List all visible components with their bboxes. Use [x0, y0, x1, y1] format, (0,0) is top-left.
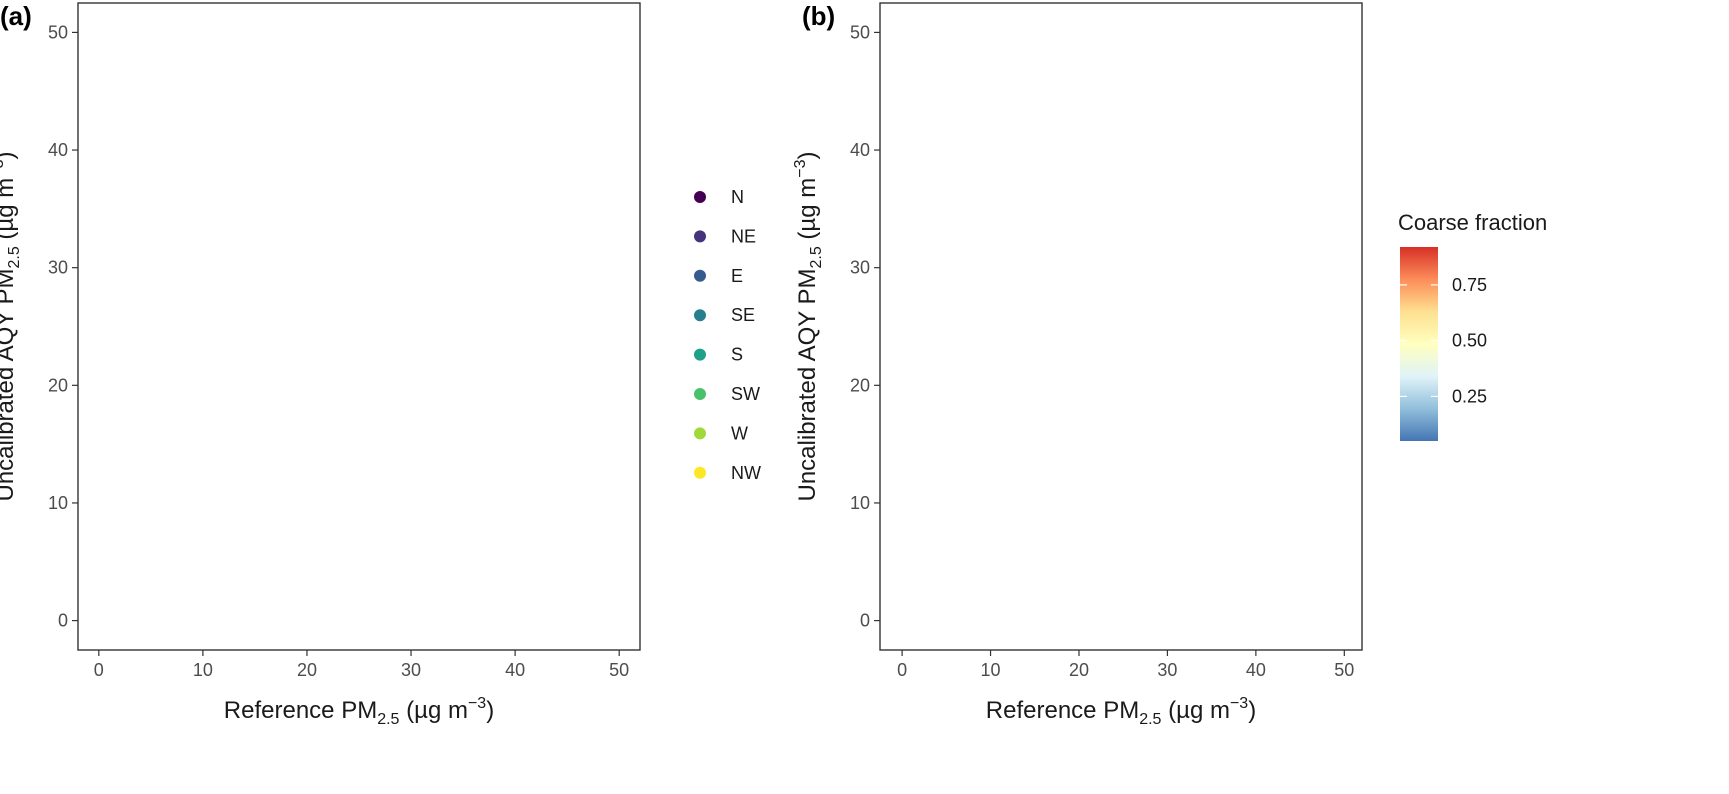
legend-item-w: W — [694, 423, 748, 443]
legend-label: E — [731, 266, 743, 286]
panel-label: (a) — [0, 1, 32, 31]
legend-label: S — [731, 345, 743, 365]
x-axis-title: Reference PM2.5 (µg m−3) — [224, 695, 494, 728]
legend-item-s: S — [694, 345, 743, 365]
x-tick-label: 30 — [401, 660, 421, 680]
coarse-fraction-colorbar: Coarse fraction 0.25 0.50 0.75 — [1398, 210, 1547, 441]
legend-swatch — [694, 269, 706, 282]
legend-swatch — [694, 230, 706, 243]
y-tick-label: 30 — [850, 258, 870, 278]
x-tick-label: 50 — [609, 660, 629, 680]
panel-border — [77, 2, 641, 651]
x-tick-label: 10 — [193, 660, 213, 680]
legend-label: W — [731, 423, 748, 443]
x-tick-label: 0 — [897, 660, 907, 680]
y-axis-title: Uncalibrated AQY PM2.5 (µg m−3) — [792, 151, 825, 501]
x-tick-label: 40 — [505, 660, 525, 680]
y-tick-label: 10 — [48, 493, 68, 513]
y-tick-label: 0 — [860, 611, 870, 631]
legend-label: N — [731, 187, 744, 207]
legend-swatch — [694, 348, 706, 361]
legend-item-ne: NE — [694, 226, 756, 246]
y-tick-label: 30 — [48, 258, 68, 278]
panel-border — [879, 2, 1363, 651]
legend-swatch — [694, 427, 706, 440]
legend-label: SW — [731, 384, 760, 404]
legend-item-se: SE — [694, 305, 755, 325]
x-tick-label: 50 — [1334, 660, 1354, 680]
y-axis: 0 10 20 30 40 50 — [48, 22, 78, 631]
x-tick-label: 0 — [94, 660, 104, 680]
x-axis: 0 10 20 30 40 50 — [897, 650, 1354, 680]
y-tick-label: 40 — [48, 140, 68, 160]
colorbar-tick-label: 0.25 — [1452, 386, 1487, 406]
y-tick-label: 50 — [850, 22, 870, 42]
y-tick-label: 10 — [850, 493, 870, 513]
y-tick-label: 20 — [48, 375, 68, 395]
colorbar-title: Coarse fraction — [1398, 210, 1547, 235]
y-tick-label: 40 — [850, 140, 870, 160]
panel-b: 0 10 20 30 40 50 0 10 20 30 40 50 Reference PM2.5 (µ… — [792, 1, 1363, 728]
colorbar-gradient — [1400, 247, 1438, 441]
legend-swatch — [694, 466, 706, 479]
legend-label: NE — [731, 226, 756, 246]
legend-item-sw: SW — [694, 384, 760, 404]
legend-label: NW — [731, 463, 761, 483]
y-axis-title: Uncalibrated AQY PM2.5 (µg m−3) — [0, 151, 23, 501]
wind-direction-legend: N NE E SE S SW W NW — [694, 187, 761, 483]
colorbar-tick-label: 0.50 — [1452, 331, 1487, 351]
y-tick-label: 50 — [48, 22, 68, 42]
legend-swatch — [694, 191, 706, 203]
panel-label: (b) — [802, 1, 835, 31]
legend-item-nw: NW — [694, 463, 761, 483]
x-axis: 0 10 20 30 40 50 — [94, 650, 629, 680]
x-tick-label: 20 — [297, 660, 317, 680]
panel-a: 0 10 20 30 40 50 0 10 20 30 40 50 Reference PM2.5 (µ… — [0, 1, 641, 728]
x-tick-label: 40 — [1246, 660, 1266, 680]
legend-label: SE — [731, 305, 755, 325]
y-tick-label: 0 — [58, 611, 68, 631]
x-tick-label: 20 — [1069, 660, 1089, 680]
x-tick-label: 10 — [981, 660, 1001, 680]
legend-item-n: N — [694, 187, 744, 207]
legend-swatch — [694, 388, 706, 400]
legend-swatch — [694, 309, 706, 322]
colorbar-tick-label: 0.75 — [1452, 275, 1487, 295]
x-axis-title: Reference PM2.5 (µg m−3) — [986, 695, 1256, 728]
y-tick-label: 20 — [850, 375, 870, 395]
legend-item-e: E — [694, 266, 743, 286]
y-axis: 0 10 20 30 40 50 — [850, 22, 880, 631]
x-tick-label: 30 — [1157, 660, 1177, 680]
